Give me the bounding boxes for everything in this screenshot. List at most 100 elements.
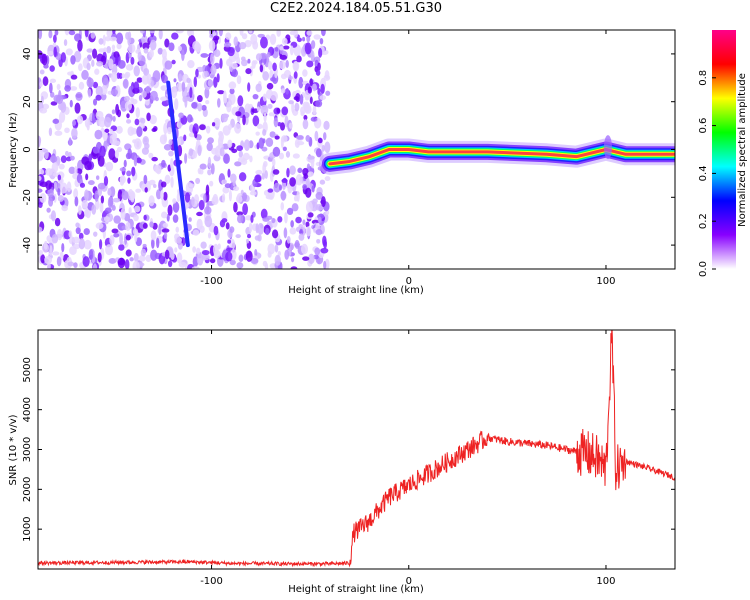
- noise-speck: [228, 81, 237, 90]
- noise-speck: [227, 168, 231, 178]
- noise-speck: [95, 85, 103, 97]
- noise-speck: [144, 187, 148, 193]
- noise-speck: [140, 248, 147, 257]
- noise-speck: [61, 242, 65, 253]
- noise-speck: [127, 177, 131, 184]
- noise-speck: [250, 258, 259, 264]
- noise-speck: [178, 261, 187, 268]
- noise-speck: [262, 129, 267, 136]
- noise-speck: [248, 103, 253, 109]
- noise-speck: [112, 115, 116, 122]
- noise-speck: [111, 64, 118, 75]
- noise-speck: [149, 49, 154, 58]
- noise-speck: [205, 125, 211, 134]
- noise-speck: [184, 192, 191, 203]
- noise-speck: [221, 193, 226, 203]
- noise-speck: [54, 217, 61, 227]
- noise-speck: [60, 52, 66, 63]
- noise-speck: [164, 60, 173, 70]
- noise-speck: [234, 161, 242, 167]
- noise-speck: [320, 247, 329, 254]
- noise-speck: [132, 260, 140, 269]
- noise-speck: [323, 120, 330, 131]
- noise-speck: [323, 260, 327, 269]
- noise-speck: [106, 30, 113, 38]
- noise-speck: [239, 30, 244, 36]
- noise-speck: [107, 187, 112, 196]
- noise-speck: [191, 196, 195, 206]
- noise-speck: [173, 78, 177, 83]
- noise-speck: [245, 250, 253, 262]
- colorbar-tick-label: 0.2: [698, 213, 709, 229]
- noise-speck: [81, 156, 90, 165]
- noise-speck: [74, 165, 78, 176]
- noise-speck: [47, 50, 55, 56]
- noise-speck: [274, 68, 278, 79]
- noise-speck: [231, 69, 239, 78]
- noise-speck: [63, 39, 68, 46]
- noise-speck: [291, 203, 299, 212]
- noise-speck: [213, 49, 221, 58]
- noise-speck: [202, 254, 210, 261]
- noise-speck: [181, 81, 186, 92]
- noise-speck: [226, 58, 233, 67]
- spectrogram-x-tick-label: 0: [406, 276, 412, 287]
- noise-speck: [148, 152, 154, 159]
- noise-speck: [223, 42, 232, 48]
- noise-speck: [166, 213, 170, 222]
- noise-speck: [213, 225, 219, 236]
- noise-speck: [113, 215, 121, 224]
- noise-speck: [164, 249, 170, 260]
- noise-speck: [44, 255, 53, 265]
- noise-speck: [227, 239, 232, 244]
- noise-speck: [161, 159, 166, 168]
- noise-speck: [236, 145, 243, 152]
- noise-speck: [207, 137, 214, 144]
- noise-speck: [229, 259, 236, 266]
- noise-speck: [231, 62, 238, 70]
- noise-speck: [174, 98, 179, 111]
- noise-speck: [317, 216, 322, 224]
- noise-speck: [319, 179, 326, 185]
- noise-speck: [46, 235, 52, 243]
- noise-speck: [68, 137, 72, 146]
- noise-speck: [206, 142, 213, 152]
- noise-speck: [116, 32, 124, 45]
- noise-speck: [167, 204, 173, 216]
- noise-speck: [201, 249, 210, 256]
- noise-speck: [218, 30, 223, 37]
- noise-speck: [272, 158, 276, 167]
- noise-speck: [49, 82, 53, 94]
- noise-speck: [78, 232, 84, 240]
- noise-speck: [84, 30, 89, 38]
- noise-speck: [284, 249, 290, 260]
- noise-speck: [266, 215, 273, 220]
- noise-speck: [310, 50, 315, 61]
- noise-speck: [232, 180, 236, 187]
- noise-speck: [70, 74, 78, 80]
- noise-speck: [104, 207, 112, 214]
- noise-speck: [196, 253, 204, 266]
- noise-speck: [285, 60, 289, 68]
- noise-speck: [84, 209, 89, 217]
- noise-speck: [134, 231, 138, 243]
- noise-speck: [162, 222, 169, 228]
- noise-speck: [133, 252, 139, 263]
- noise-speck: [142, 243, 147, 248]
- noise-speck: [208, 40, 216, 52]
- noise-speck: [127, 35, 131, 46]
- noise-speck: [217, 98, 221, 108]
- noise-speck: [58, 163, 65, 170]
- noise-speck: [315, 229, 323, 236]
- noise-speck: [75, 222, 80, 228]
- noise-speck: [58, 111, 66, 123]
- noise-speck: [149, 30, 155, 34]
- noise-speck: [288, 75, 294, 80]
- noise-speck: [302, 36, 306, 42]
- noise-speck: [199, 163, 207, 170]
- noise-speck: [191, 101, 198, 109]
- noise-speck: [305, 226, 312, 237]
- noise-speck: [51, 233, 59, 244]
- noise-speck: [239, 41, 247, 50]
- noise-speck: [41, 103, 50, 110]
